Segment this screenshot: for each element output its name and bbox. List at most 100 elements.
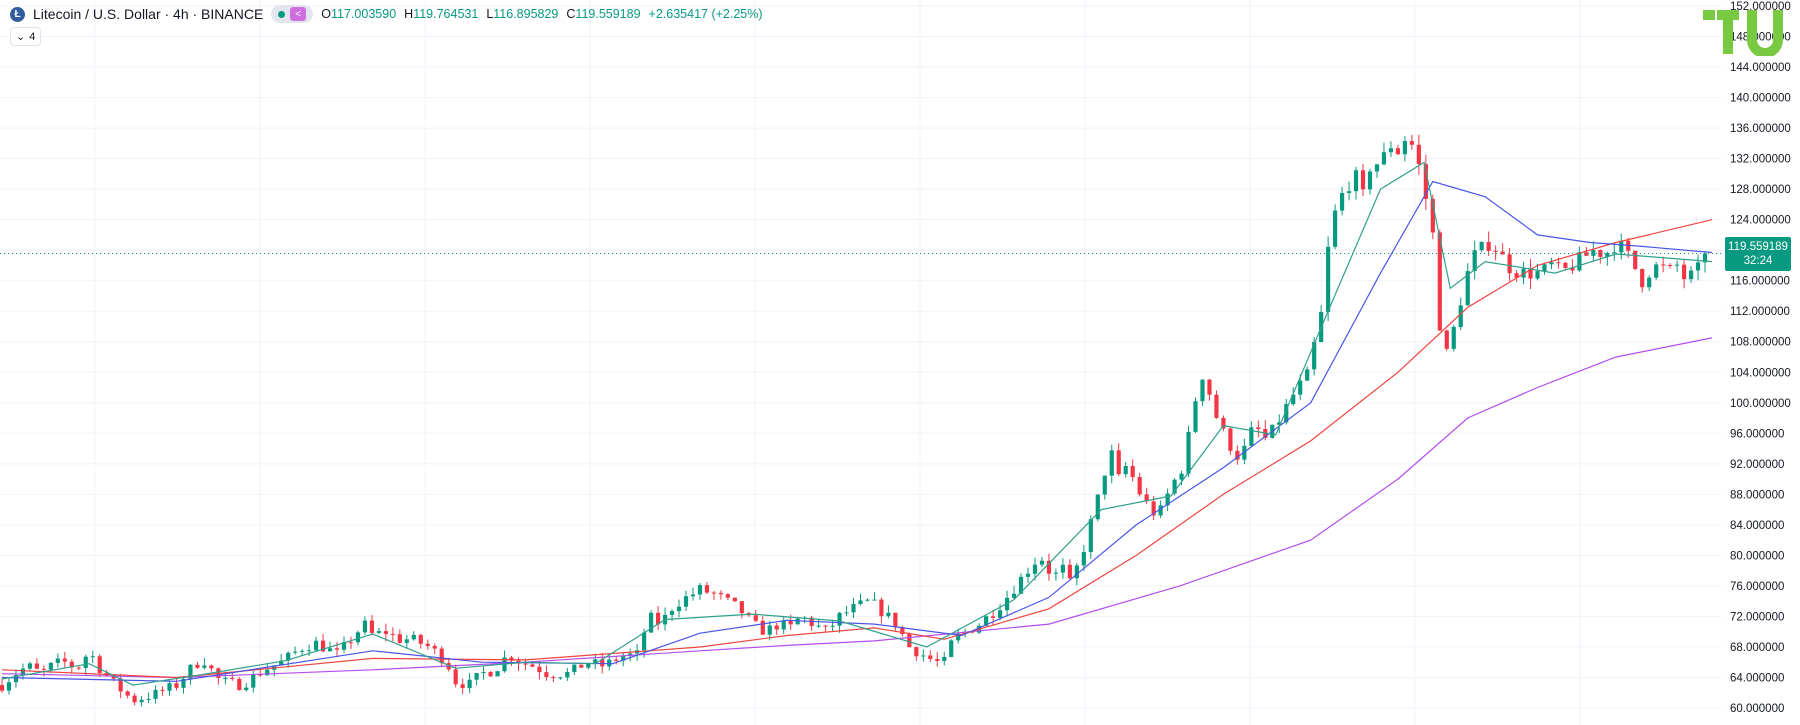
- candle: [1409, 134, 1414, 150]
- candle: [13, 669, 19, 688]
- y-tick-label: 72.000000: [1730, 611, 1784, 623]
- price-axis[interactable]: 60.000000 64.000000 68.000000 72.000000 76.0…: [1722, 0, 1800, 725]
- candle: [1451, 324, 1456, 352]
- y-tick-label: 92.000000: [1730, 459, 1784, 471]
- y-tick-label: 140.000000: [1730, 93, 1791, 105]
- candle: [732, 597, 737, 603]
- open-value: 117.003590: [331, 7, 397, 21]
- ema-fast-line: [1, 161, 1713, 686]
- candle: [1326, 236, 1331, 322]
- candle: [928, 650, 933, 662]
- symbol-title[interactable]: Litecoin / U.S. Dollar · 4h · BINANCE: [33, 6, 264, 22]
- candle: [1081, 545, 1086, 571]
- candle: [55, 653, 60, 668]
- candle: [1486, 231, 1491, 256]
- candle: [1367, 168, 1373, 195]
- candle: [1291, 387, 1296, 406]
- candle: [1360, 163, 1366, 197]
- candle: [523, 658, 528, 671]
- candle: [1702, 251, 1708, 273]
- share-icon[interactable]: <: [290, 7, 307, 21]
- candle: [160, 686, 165, 696]
- candle: [572, 664, 577, 676]
- candle: [1465, 263, 1470, 306]
- candle: [893, 612, 898, 631]
- candle: [90, 650, 95, 664]
- candle: [376, 627, 381, 635]
- candle: [781, 616, 786, 635]
- candle: [1095, 494, 1100, 522]
- candle: [537, 660, 542, 680]
- candle: [1388, 141, 1394, 158]
- candle: [1011, 585, 1017, 600]
- candle: [655, 606, 661, 630]
- candle: [1423, 154, 1428, 210]
- candle: [300, 649, 305, 656]
- candle: [362, 616, 368, 636]
- candle: [1402, 136, 1407, 162]
- candle: [1235, 445, 1240, 465]
- candle: [467, 673, 472, 693]
- candle: [167, 680, 172, 696]
- candle: [1430, 194, 1435, 240]
- high-value: 119.764531: [413, 7, 479, 21]
- candle: [97, 654, 102, 678]
- candle: [1130, 459, 1135, 482]
- candle: [20, 663, 26, 680]
- candle: [1353, 166, 1359, 200]
- y-tick-label: 84.000000: [1730, 520, 1784, 532]
- candle: [1563, 261, 1568, 270]
- y-tick-label: 112.000000: [1730, 306, 1790, 318]
- candle: [1381, 142, 1387, 166]
- candle: [293, 646, 298, 655]
- candle: [1654, 261, 1659, 281]
- indicators-toggle[interactable]: ⌄ 4: [10, 27, 42, 46]
- candle: [1123, 461, 1128, 478]
- candle: [132, 693, 137, 706]
- candle: [1647, 275, 1652, 292]
- candle: [502, 650, 507, 673]
- candle: [879, 597, 884, 624]
- candle: [1172, 478, 1177, 496]
- low-value: 116.895829: [493, 7, 559, 21]
- candle: [621, 651, 626, 667]
- close-value: 119.559189: [575, 7, 641, 21]
- candle: [237, 677, 242, 691]
- candle: [1339, 186, 1345, 216]
- candle: [481, 666, 486, 680]
- candle: [272, 665, 277, 677]
- candle: [649, 610, 654, 634]
- candle: [725, 593, 730, 601]
- candle: [181, 676, 186, 694]
- candle: [1277, 414, 1282, 434]
- candle: [676, 599, 682, 618]
- candle: [404, 635, 409, 649]
- candle: [1688, 266, 1694, 283]
- candle: [1200, 379, 1205, 406]
- candle: [886, 605, 891, 619]
- candle: [1333, 204, 1338, 250]
- candle: [62, 651, 67, 669]
- candle: [865, 598, 870, 602]
- indicator-count: 4: [29, 30, 36, 43]
- candle: [593, 653, 598, 670]
- candle: [830, 619, 835, 632]
- candle: [411, 631, 416, 641]
- candle: [683, 590, 689, 611]
- candle: [1535, 263, 1540, 281]
- candle: [1053, 568, 1059, 581]
- status-pill[interactable]: <: [271, 5, 314, 23]
- candle: [1039, 556, 1045, 568]
- candle: [1444, 329, 1449, 352]
- candle: [767, 620, 772, 641]
- candle: [307, 644, 312, 657]
- y-tick-label: 116.000000: [1730, 276, 1790, 288]
- candle: [1395, 144, 1401, 156]
- candle: [565, 667, 570, 681]
- y-tick-label: 68.000000: [1730, 642, 1784, 654]
- bar-countdown: 32:24: [1743, 254, 1773, 267]
- candle: [1109, 444, 1114, 484]
- candle: [1249, 421, 1254, 447]
- y-tick-label: 104.000000: [1730, 367, 1791, 379]
